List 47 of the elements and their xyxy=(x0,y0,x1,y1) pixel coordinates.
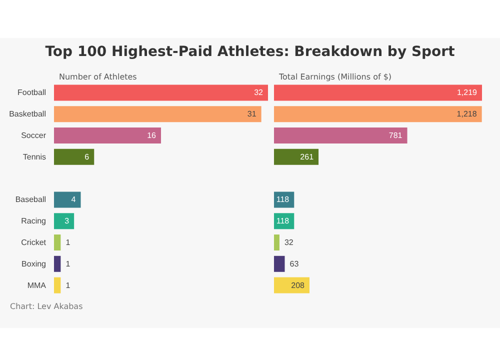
y-tick-label: Basketball xyxy=(9,110,46,119)
y-tick-label: Football xyxy=(18,88,46,98)
y-tick-label: Baseball xyxy=(15,195,46,204)
data-label: 31 xyxy=(247,110,257,119)
x-axis-title: Number of Athletes xyxy=(59,72,137,82)
bar xyxy=(274,84,482,101)
data-label: 208 xyxy=(291,280,306,290)
bar xyxy=(54,84,268,101)
data-label: 1,219 xyxy=(456,88,478,98)
data-label: 781 xyxy=(388,131,403,140)
chart-title: Top 100 Highest-Paid Athletes: Breakdown by Sport xyxy=(44,44,456,60)
bar xyxy=(54,213,74,230)
data-label: 16 xyxy=(147,131,157,140)
data-label: 4 xyxy=(71,195,76,204)
bar xyxy=(54,148,94,165)
y-tick-label: MMA xyxy=(27,280,47,290)
data-label: 3 xyxy=(64,216,70,226)
data-label: 63 xyxy=(290,259,300,268)
bar xyxy=(54,106,262,122)
data-label: 32 xyxy=(254,88,264,98)
bar xyxy=(274,106,482,122)
bar xyxy=(274,234,280,250)
data-label: 118 xyxy=(276,216,290,226)
y-tick-label: Soccer xyxy=(21,131,46,140)
bar xyxy=(274,277,310,294)
data-label: 261 xyxy=(300,152,314,162)
text: Chart: Lev Akabas xyxy=(10,302,83,311)
data-label: 118 xyxy=(276,195,290,204)
bar xyxy=(274,128,408,144)
bar xyxy=(54,128,161,144)
bar xyxy=(54,256,61,272)
bar xyxy=(274,148,319,165)
bar xyxy=(54,234,61,250)
data-label: 1 xyxy=(66,238,71,247)
x-axis-title: Total Earnings (Millions of $) xyxy=(278,72,392,82)
bar xyxy=(274,256,285,272)
data-label: 1 xyxy=(66,259,71,268)
data-label: 1,218 xyxy=(456,110,478,119)
y-tick-label: Tennis xyxy=(22,152,46,162)
y-tick-label: Cricket xyxy=(21,238,47,247)
y-tick-label: Racing xyxy=(21,216,46,226)
y-tick-label: Boxing xyxy=(22,259,46,268)
bar xyxy=(54,277,61,294)
data-label: 32 xyxy=(284,238,294,247)
data-label: 6 xyxy=(84,152,90,162)
data-label: 1 xyxy=(66,280,71,290)
bar xyxy=(54,192,81,208)
